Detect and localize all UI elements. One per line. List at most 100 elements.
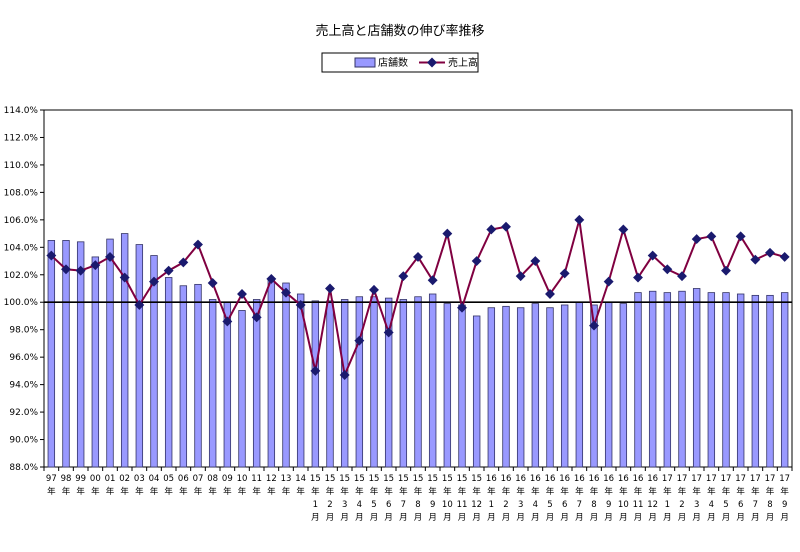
x-tick-label: 10 <box>618 500 629 510</box>
x-tick-label: 15 <box>413 474 424 484</box>
sales-point <box>354 335 365 346</box>
x-tick-label: 年 <box>355 486 364 497</box>
x-tick-label: 17 <box>677 474 688 484</box>
y-tick-label: 94.0% <box>9 381 38 391</box>
bar <box>678 290 686 468</box>
sales-point <box>515 271 526 282</box>
x-tick-label: 17 <box>765 474 776 484</box>
x-tick-label: 3 <box>694 500 699 510</box>
x-tick-label: 年 <box>766 486 775 497</box>
sales-point <box>178 257 189 268</box>
x-tick-label: 8 <box>767 500 772 510</box>
x-tick-label: 月 <box>531 513 540 523</box>
bar <box>560 304 569 468</box>
y-tick-label: 112.0% <box>4 133 39 143</box>
x-tick-label: 03 <box>134 474 145 484</box>
x-tick-label: 年 <box>223 486 232 497</box>
sales-point <box>471 256 482 266</box>
bar <box>252 299 261 468</box>
sales-point <box>295 300 306 310</box>
bar <box>238 310 246 468</box>
bar <box>780 292 789 468</box>
y-tick-label: 106.0% <box>4 216 39 226</box>
x-tick-label: 年 <box>296 486 305 497</box>
bar <box>340 299 349 468</box>
x-tick-label: 年 <box>472 486 481 497</box>
sales-point <box>574 214 585 225</box>
x-tick-label: 年 <box>311 486 320 497</box>
x-tick-label: 月 <box>326 513 335 523</box>
x-tick-label: 年 <box>575 486 584 497</box>
x-tick-label: 月 <box>736 513 745 523</box>
x-tick-label: 99 <box>75 474 86 484</box>
x-tick-label: 16 <box>574 474 585 484</box>
sales-point <box>149 276 159 287</box>
bar <box>194 283 202 468</box>
bar <box>707 292 716 468</box>
x-tick-label: 01 <box>105 474 116 484</box>
sales-point <box>193 239 203 250</box>
x-tick-label: 月 <box>443 513 452 523</box>
x-tick-label: 5 <box>371 500 376 510</box>
x-tick-label: 月 <box>340 513 349 523</box>
bar <box>47 240 56 468</box>
x-tick-label: 15 <box>310 474 321 484</box>
bar <box>751 294 760 468</box>
x-tick-label: 16 <box>486 474 497 484</box>
sales-point <box>501 221 511 232</box>
x-tick-label: 月 <box>546 513 555 523</box>
x-tick-label: 年 <box>751 486 760 497</box>
bar <box>575 301 584 468</box>
x-tick-label: 16 <box>515 474 526 484</box>
bar <box>502 305 510 468</box>
bar <box>634 292 642 468</box>
sales-point <box>46 250 57 261</box>
x-tick-label: 12 <box>266 474 277 484</box>
x-tick-label: 年 <box>282 486 291 497</box>
x-axis: 97年98年99年00年01年02年03年04年05年06年07年08年09年1… <box>43 467 793 523</box>
bar <box>722 292 730 468</box>
x-tick-label: 年 <box>663 486 672 497</box>
sales-point <box>559 268 570 279</box>
y-tick-label: 100.0% <box>4 298 39 308</box>
bar <box>414 296 422 468</box>
x-tick-label: 16 <box>530 474 541 484</box>
sales-point <box>706 231 717 242</box>
x-tick-label: 1 <box>313 500 318 510</box>
sales-point <box>413 251 423 262</box>
x-tick-label: 3 <box>518 500 523 510</box>
sales-point <box>325 283 335 294</box>
x-tick-label: 00 <box>90 474 101 484</box>
x-tick-label: 年 <box>736 486 745 497</box>
x-tick-label: 17 <box>779 474 790 484</box>
legend: 店舗数 売上高 <box>321 52 479 73</box>
x-tick-label: 16 <box>589 474 600 484</box>
y-tick-label: 92.0% <box>9 408 38 418</box>
bar <box>531 303 540 468</box>
x-tick-label: 14 <box>295 474 306 484</box>
x-tick-label: 10 <box>442 500 453 510</box>
bar-series <box>44 233 792 468</box>
x-tick-label: 5 <box>547 500 552 510</box>
bar <box>208 299 217 468</box>
sales-point <box>691 234 702 245</box>
x-tick-label: 15 <box>369 474 380 484</box>
x-tick-label: 年 <box>458 486 467 497</box>
x-tick-label: 月 <box>487 513 496 523</box>
bar <box>223 301 232 468</box>
x-tick-label: 8 <box>591 500 596 510</box>
x-tick-label: 月 <box>370 513 379 523</box>
x-tick-label: 6 <box>738 500 743 510</box>
x-tick-label: 年 <box>414 486 423 497</box>
sales-point <box>207 278 218 288</box>
x-tick-label: 7 <box>577 500 582 510</box>
x-tick-label: 17 <box>735 474 746 484</box>
x-tick-label: 16 <box>603 474 614 484</box>
x-tick-label: 07 <box>193 474 204 484</box>
x-tick-label: 年 <box>531 486 540 497</box>
x-tick-label: 年 <box>560 486 569 497</box>
x-tick-label: 月 <box>414 513 423 523</box>
sales-point <box>281 287 291 298</box>
x-tick-label: 1 <box>489 500 494 510</box>
x-tick-label: 4 <box>709 500 714 510</box>
